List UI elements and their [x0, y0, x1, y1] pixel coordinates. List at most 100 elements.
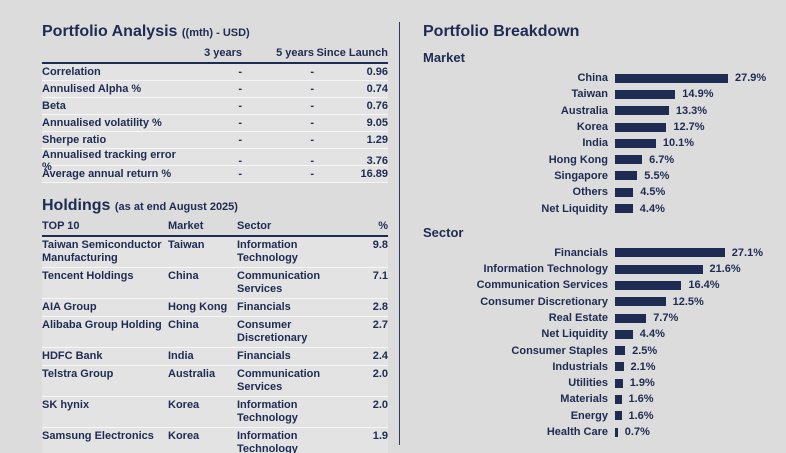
holding-sector: Communication Services	[237, 368, 321, 393]
bar-value-label: 7.7%	[653, 312, 679, 324]
bar-category-label: Net Liquidity	[541, 328, 608, 341]
holding-market: Hong Kong	[168, 301, 228, 313]
analysis-row-label: Annulised Alpha %	[42, 83, 142, 95]
chart-bar-row: Singapore 5.5%	[423, 168, 778, 184]
chart-heading-market: Market	[423, 50, 465, 65]
chart-bar-row: Energy 1.6%	[423, 408, 778, 424]
holding-sector: Information Technology	[237, 239, 298, 264]
chart-bar-row: Real Estate 7.7%	[423, 310, 778, 326]
holding-name: Taiwan Semiconductor Manufacturing	[42, 239, 162, 264]
bar-value-label: 4.5%	[640, 186, 666, 199]
chart-bar-row: Australia 13.3%	[423, 103, 778, 119]
chart-bar-row: Hong Kong 6.7%	[423, 151, 778, 167]
holding-market: India	[168, 350, 194, 362]
chart-bar-row: Financials 27.1%	[423, 245, 778, 261]
analysis-row-3years: -	[238, 83, 242, 95]
bar	[615, 378, 623, 388]
chart-bar-row: China 27.9%	[423, 70, 778, 86]
analysis-row-sincelaunch: 1.29	[366, 134, 388, 146]
holding-pct: 2.0	[372, 368, 388, 380]
holdings-section: Holdings (as at end August 2025) TOP 10 …	[42, 196, 388, 453]
bar-category-label: Real Estate	[548, 312, 608, 324]
bar-value-label: 12.7%	[673, 121, 705, 134]
holdings-table-row: Tencent Holdings China Communication Servi…	[42, 268, 388, 299]
holding-pct: 2.7	[372, 319, 388, 331]
bar-value-label: 2.5%	[632, 344, 658, 357]
holdings-table-header: TOP 10 Market Sector %	[42, 217, 388, 237]
holding-pct: 7.1	[372, 270, 388, 282]
analysis-row-label: Beta	[42, 100, 66, 112]
bar-category-label: Energy	[570, 409, 608, 422]
analysis-row-3years: -	[238, 155, 242, 167]
holding-market: China	[168, 319, 199, 331]
bar-value-label: 16.4%	[688, 279, 720, 292]
holdings-table-row: Samsung Electronics Korea Information Tech…	[42, 428, 388, 453]
holdings-table-row: SK hynix Korea Information Technology 2.0	[42, 397, 388, 428]
analysis-table-row: Annualised tracking error % - - 3.76	[42, 149, 388, 173]
bar	[615, 204, 633, 214]
bar	[615, 138, 656, 148]
bar-category-label: Others	[572, 186, 608, 199]
holdings-subtitle: (as at end August 2025)	[114, 201, 238, 213]
holding-name: Samsung Electronics	[42, 430, 154, 442]
holding-market: Australia	[168, 368, 216, 380]
bar-category-label: Health Care	[546, 426, 608, 439]
bar-category-label: Financials	[554, 246, 608, 259]
bar-value-label: 12.5%	[672, 295, 704, 308]
holding-sector: Information Technology	[237, 399, 298, 424]
holding-name: SK hynix	[42, 399, 90, 411]
bar-category-label: Communication Services	[476, 279, 608, 292]
analysis-row-3years: -	[238, 100, 242, 112]
portfolio-breakdown-title: Portfolio Breakdown	[423, 23, 580, 40]
analysis-row-5years: -	[310, 117, 314, 129]
holding-sector: Financials	[237, 350, 291, 362]
bar	[615, 427, 618, 437]
bar	[615, 313, 647, 323]
holding-name: AIA Group	[42, 301, 97, 313]
analysis-table-header: 3 years 5 years Since Launch	[42, 43, 388, 64]
bar	[615, 248, 725, 258]
bar-category-label: Korea	[576, 121, 608, 134]
bar-value-label: 14.9%	[682, 88, 714, 101]
bar	[615, 106, 669, 116]
holding-pct: 2.8	[372, 301, 388, 313]
holdings-header-sector: Sector	[237, 220, 272, 232]
chart-bar-row: Korea 12.7%	[423, 119, 778, 135]
breakdown-charts: Market China 27.9% Taiwan 14.9% Australia 13.3…	[423, 50, 778, 440]
bar	[615, 187, 634, 197]
holdings-table-row: Taiwan Semiconductor Manufacturing Taiwan…	[42, 237, 388, 268]
holding-pct: 1.9	[372, 430, 388, 442]
holding-sector: Information Technology	[237, 430, 298, 453]
bar-category-label: Utilities	[568, 377, 608, 390]
chart-heading-sector: Sector	[423, 224, 464, 240]
bar-value-label: 6.7%	[649, 153, 675, 166]
portfolio-analysis-subtitle: ((mth) - USD)	[181, 27, 250, 39]
chart-bar-row: India 10.1%	[423, 135, 778, 151]
chart-bar-row: Consumer Staples 2.5%	[423, 342, 778, 358]
analysis-table-row: Sherpe ratio - - 1.29	[42, 132, 388, 149]
analysis-row-5years: -	[310, 100, 314, 112]
bar-category-label: Information Technology	[483, 263, 608, 276]
holding-market: Korea	[168, 399, 200, 411]
bar-category-label: Hong Kong	[548, 153, 608, 166]
bar	[615, 89, 676, 99]
analysis-row-label: Correlation	[42, 66, 101, 78]
chart-sector: Sector Financials 27.1% Information Technol…	[423, 225, 778, 441]
holdings-table-row: HDFC Bank India Financials 2.4	[42, 348, 388, 366]
left-column: Portfolio Analysis ((mth) - USD) 3 years…	[42, 22, 388, 453]
chart-bar-row: Information Technology 21.6%	[423, 261, 778, 277]
bar-value-label: 13.3%	[675, 104, 708, 117]
holdings-header-pct: %	[378, 220, 388, 232]
analysis-table-row: Average annual return % - - 16.89	[42, 166, 388, 183]
holding-sector: Consumer Discretionary	[237, 319, 308, 344]
analysis-row-5years: -	[310, 83, 314, 95]
bar-value-label: 21.6%	[709, 263, 741, 276]
bar	[615, 297, 666, 307]
bar-category-label: Australia	[560, 104, 608, 117]
portfolio-analysis-section: Portfolio Analysis ((mth) - USD) 3 years…	[42, 22, 388, 183]
analysis-row-5years: -	[310, 134, 314, 146]
bar-category-label: Industrials	[552, 360, 608, 373]
analysis-table-row: Annulised Alpha % - - 0.74	[42, 81, 388, 98]
analysis-row-5years: -	[310, 168, 314, 180]
